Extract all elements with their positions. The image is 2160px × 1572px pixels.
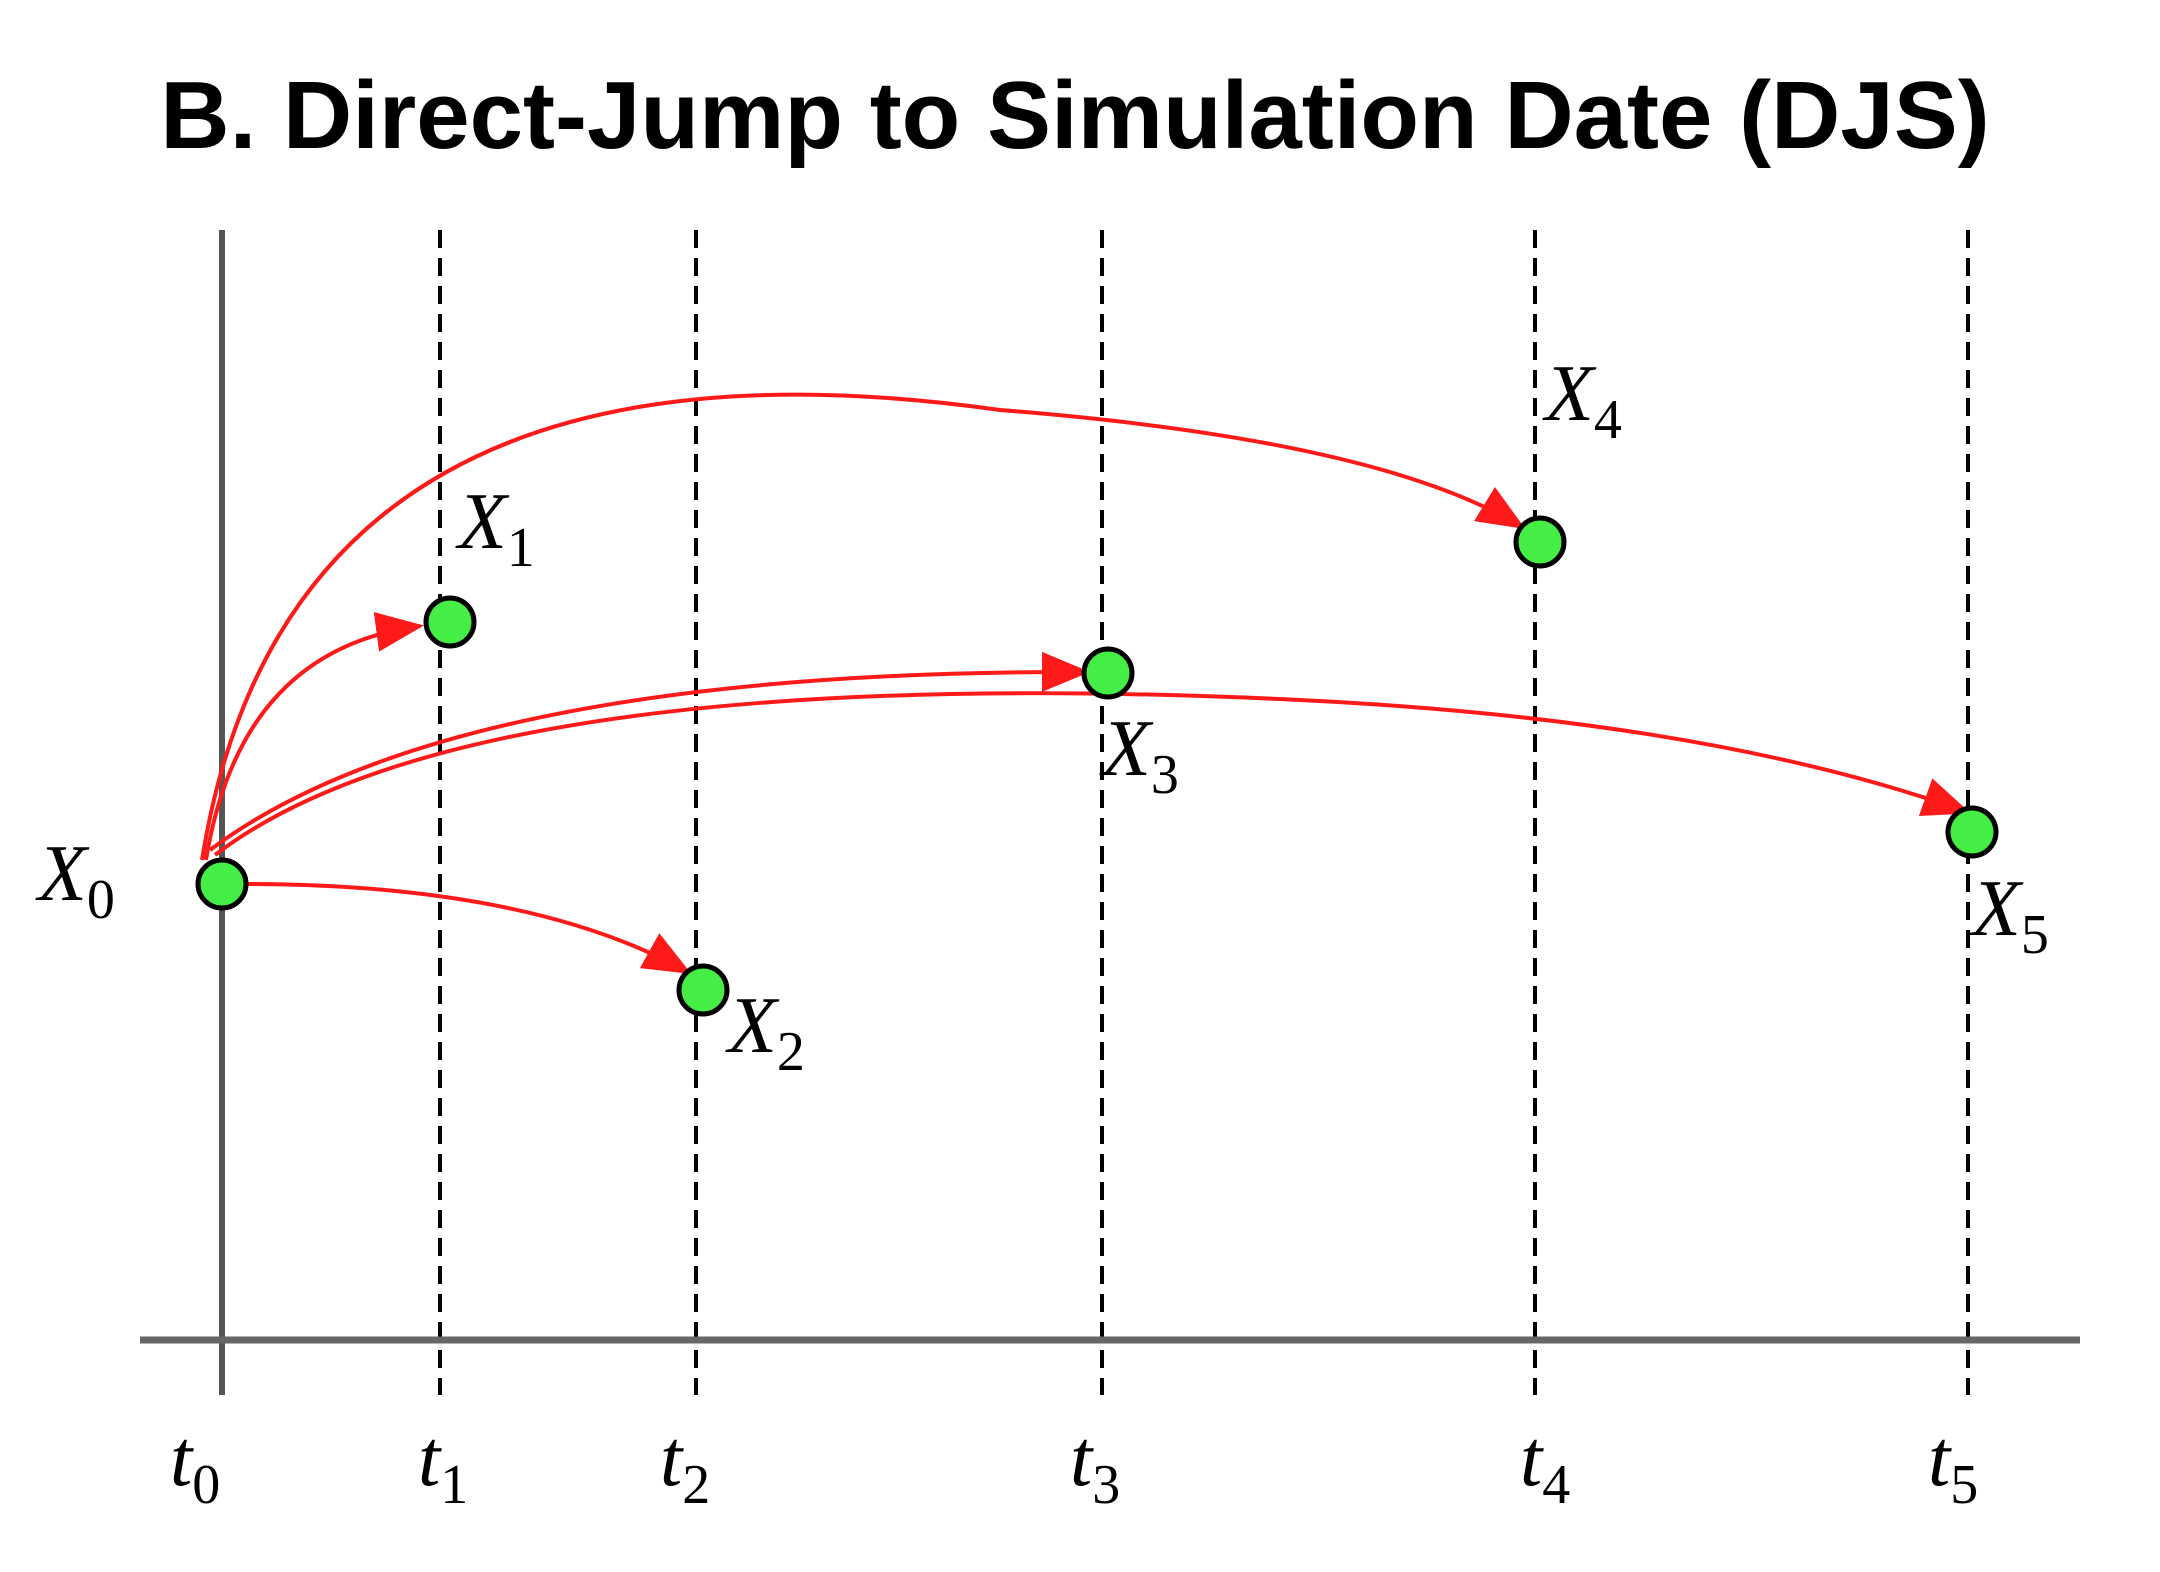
node-x1 xyxy=(423,595,477,649)
label-x3: X3 xyxy=(1099,705,1179,806)
node-x0 xyxy=(195,857,249,911)
jump-arcs xyxy=(200,392,1971,974)
node-x2 xyxy=(676,963,730,1017)
label-x2: X2 xyxy=(725,982,805,1083)
node-x3 xyxy=(1081,646,1135,700)
node-x5 xyxy=(1945,805,1999,859)
label-x5: X5 xyxy=(1969,865,2049,966)
node-x4 xyxy=(1513,515,1567,569)
label-t0: t0 xyxy=(170,1415,220,1516)
label-x1: X1 xyxy=(455,478,535,579)
label-t5: t5 xyxy=(1928,1415,1978,1516)
jump-arrow-x0-x5 xyxy=(213,691,1971,857)
diagram-title: B. Direct-Jump to Simulation Date (DJS) xyxy=(160,62,1990,169)
label-t4: t4 xyxy=(1520,1415,1570,1516)
label-t1: t1 xyxy=(418,1415,468,1516)
jump-arrow-x0-x3 xyxy=(208,651,1090,852)
label-x0: X0 xyxy=(35,830,115,931)
label-t3: t3 xyxy=(1070,1415,1120,1516)
jump-arrow-x0-x4 xyxy=(200,392,1526,861)
jump-arrow-x0-x2 xyxy=(244,882,692,974)
label-x4: X4 xyxy=(1542,350,1622,451)
jump-arrow-x0-x1 xyxy=(204,612,424,861)
label-t2: t2 xyxy=(660,1415,710,1516)
